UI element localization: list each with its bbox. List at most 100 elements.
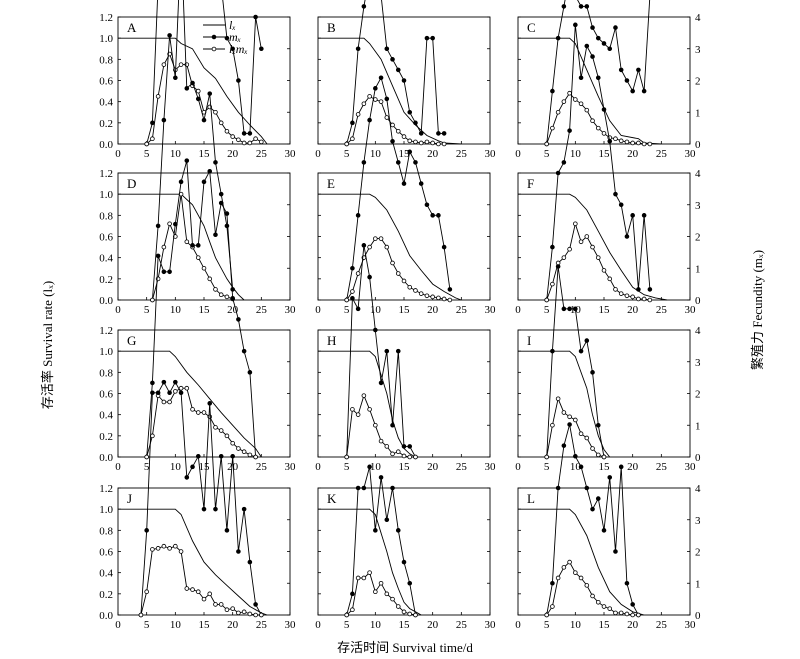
- x-tick-label: 15: [599, 304, 611, 316]
- lxmx-point: [355, 112, 361, 117]
- mx-point: [224, 211, 230, 216]
- lxmx-point: [195, 410, 201, 415]
- lxmx-point: [390, 260, 395, 266]
- mx-point: [201, 179, 207, 185]
- lxmx-point: [213, 425, 218, 430]
- lxmx-point: [647, 141, 653, 147]
- y-tick-label: 0.4: [99, 253, 113, 265]
- y2-tick-label: 0: [695, 295, 701, 307]
- y-tick-label: 0.8: [99, 525, 113, 537]
- lxmx-point: [544, 612, 549, 618]
- lxmx-point: [367, 94, 372, 99]
- lxmx-point: [201, 265, 207, 271]
- lxmx-point: [430, 140, 435, 146]
- lxmx-point: [630, 140, 635, 146]
- panel-K: 0 5 10 15 20 25 30 K: [315, 464, 496, 631]
- mx-point: [573, 22, 578, 28]
- mx-point: [413, 120, 418, 126]
- lxmx-point: [161, 244, 167, 250]
- mx-point: [407, 109, 413, 115]
- lxmx-point: [195, 88, 201, 94]
- lxmx-point: [407, 284, 413, 290]
- mx-point: [218, 191, 224, 197]
- lxmx-point: [601, 604, 607, 609]
- panel-H: 0 5 10 15 20 25 30 H: [315, 243, 496, 473]
- mx-point: [236, 78, 241, 83]
- panel-B: 0 5 10 15 20 25 30 B: [315, 0, 496, 160]
- lxmx-point: [384, 591, 390, 597]
- lxmx-point: [561, 410, 567, 415]
- mx-point: [361, 243, 367, 248]
- lxmx-point: [630, 294, 635, 300]
- x-tick-label: 5: [344, 148, 350, 160]
- lxmx-point: [424, 293, 430, 299]
- lxmx-point: [367, 407, 372, 412]
- mx-point: [236, 317, 241, 322]
- lxmx-point: [407, 454, 413, 460]
- y2-tick-label: 4: [695, 168, 701, 180]
- x-tick-label: 0: [115, 304, 121, 316]
- mx-point: [150, 390, 155, 396]
- x-tick-label: 0: [315, 619, 321, 631]
- lxmx-point: [441, 296, 447, 302]
- mx-point: [207, 401, 213, 406]
- mx-point: [561, 443, 567, 448]
- x-tick-label: 30: [685, 148, 697, 160]
- lx-line: [318, 508, 422, 616]
- lxmx-point: [401, 134, 407, 139]
- x-tick-label: 0: [315, 461, 321, 473]
- mx-point: [367, 464, 372, 470]
- panels-group: 0.00.20.40.60.81.01.20 5 10 15 20 25 30A lₓmₓlₓ…: [99, 0, 701, 631]
- mx-point: [630, 213, 635, 218]
- lxmx-point: [201, 410, 207, 415]
- lxmx-point: [253, 454, 258, 460]
- mx-line: [546, 266, 605, 458]
- panel-letter: D: [127, 176, 136, 191]
- mx-point: [584, 4, 590, 9]
- panel-F: 01234051015202530F: [515, 22, 701, 316]
- lxmx-point: [641, 141, 647, 147]
- mx-point: [259, 46, 264, 52]
- lx-line: [318, 350, 416, 458]
- lxmx-point: [413, 454, 418, 460]
- x-tick-label: 20: [627, 148, 639, 160]
- mx-point: [578, 464, 584, 470]
- lxmx-point: [218, 292, 224, 298]
- mx-point: [144, 528, 149, 533]
- lxmx-point: [550, 422, 555, 428]
- panel-letter: E: [327, 176, 335, 191]
- lxmx-point: [395, 449, 401, 455]
- mx-point: [550, 88, 555, 94]
- mx-point: [384, 348, 390, 354]
- mx-point: [407, 149, 413, 155]
- lxmx-point: [378, 438, 384, 444]
- lxmx-point: [641, 296, 647, 302]
- mx-point: [241, 348, 247, 354]
- legend-marker: [211, 34, 217, 40]
- mx-point: [630, 88, 635, 94]
- mx-point: [236, 549, 241, 554]
- panel-letter: K: [327, 491, 337, 506]
- x-tick-label: 30: [685, 619, 697, 631]
- x-tick-label: 0: [515, 148, 521, 160]
- y-tick-label: 0.0: [99, 295, 113, 307]
- mx-point: [595, 75, 601, 81]
- lx-line: [318, 193, 462, 301]
- x-tick-label: 20: [227, 619, 239, 631]
- mx-point: [373, 86, 378, 91]
- lxmx-point: [247, 140, 253, 146]
- mx-point: [230, 287, 235, 292]
- x-tick-label: 15: [199, 148, 211, 160]
- lxmx-point: [236, 137, 241, 143]
- mx-point: [161, 117, 167, 123]
- y2-tick-label: 2: [695, 76, 701, 88]
- mx-point: [247, 131, 253, 136]
- panel-letter: F: [527, 176, 534, 191]
- lxmx-point: [407, 611, 413, 617]
- mx-line: [546, 0, 651, 145]
- lxmx-point: [378, 99, 384, 104]
- y-right-axis-title: 繁殖力 Fecundity (mₓ): [750, 250, 765, 370]
- lxmx-point: [590, 593, 595, 599]
- lxmx-point: [355, 412, 361, 417]
- x-tick-label: 30: [285, 148, 297, 160]
